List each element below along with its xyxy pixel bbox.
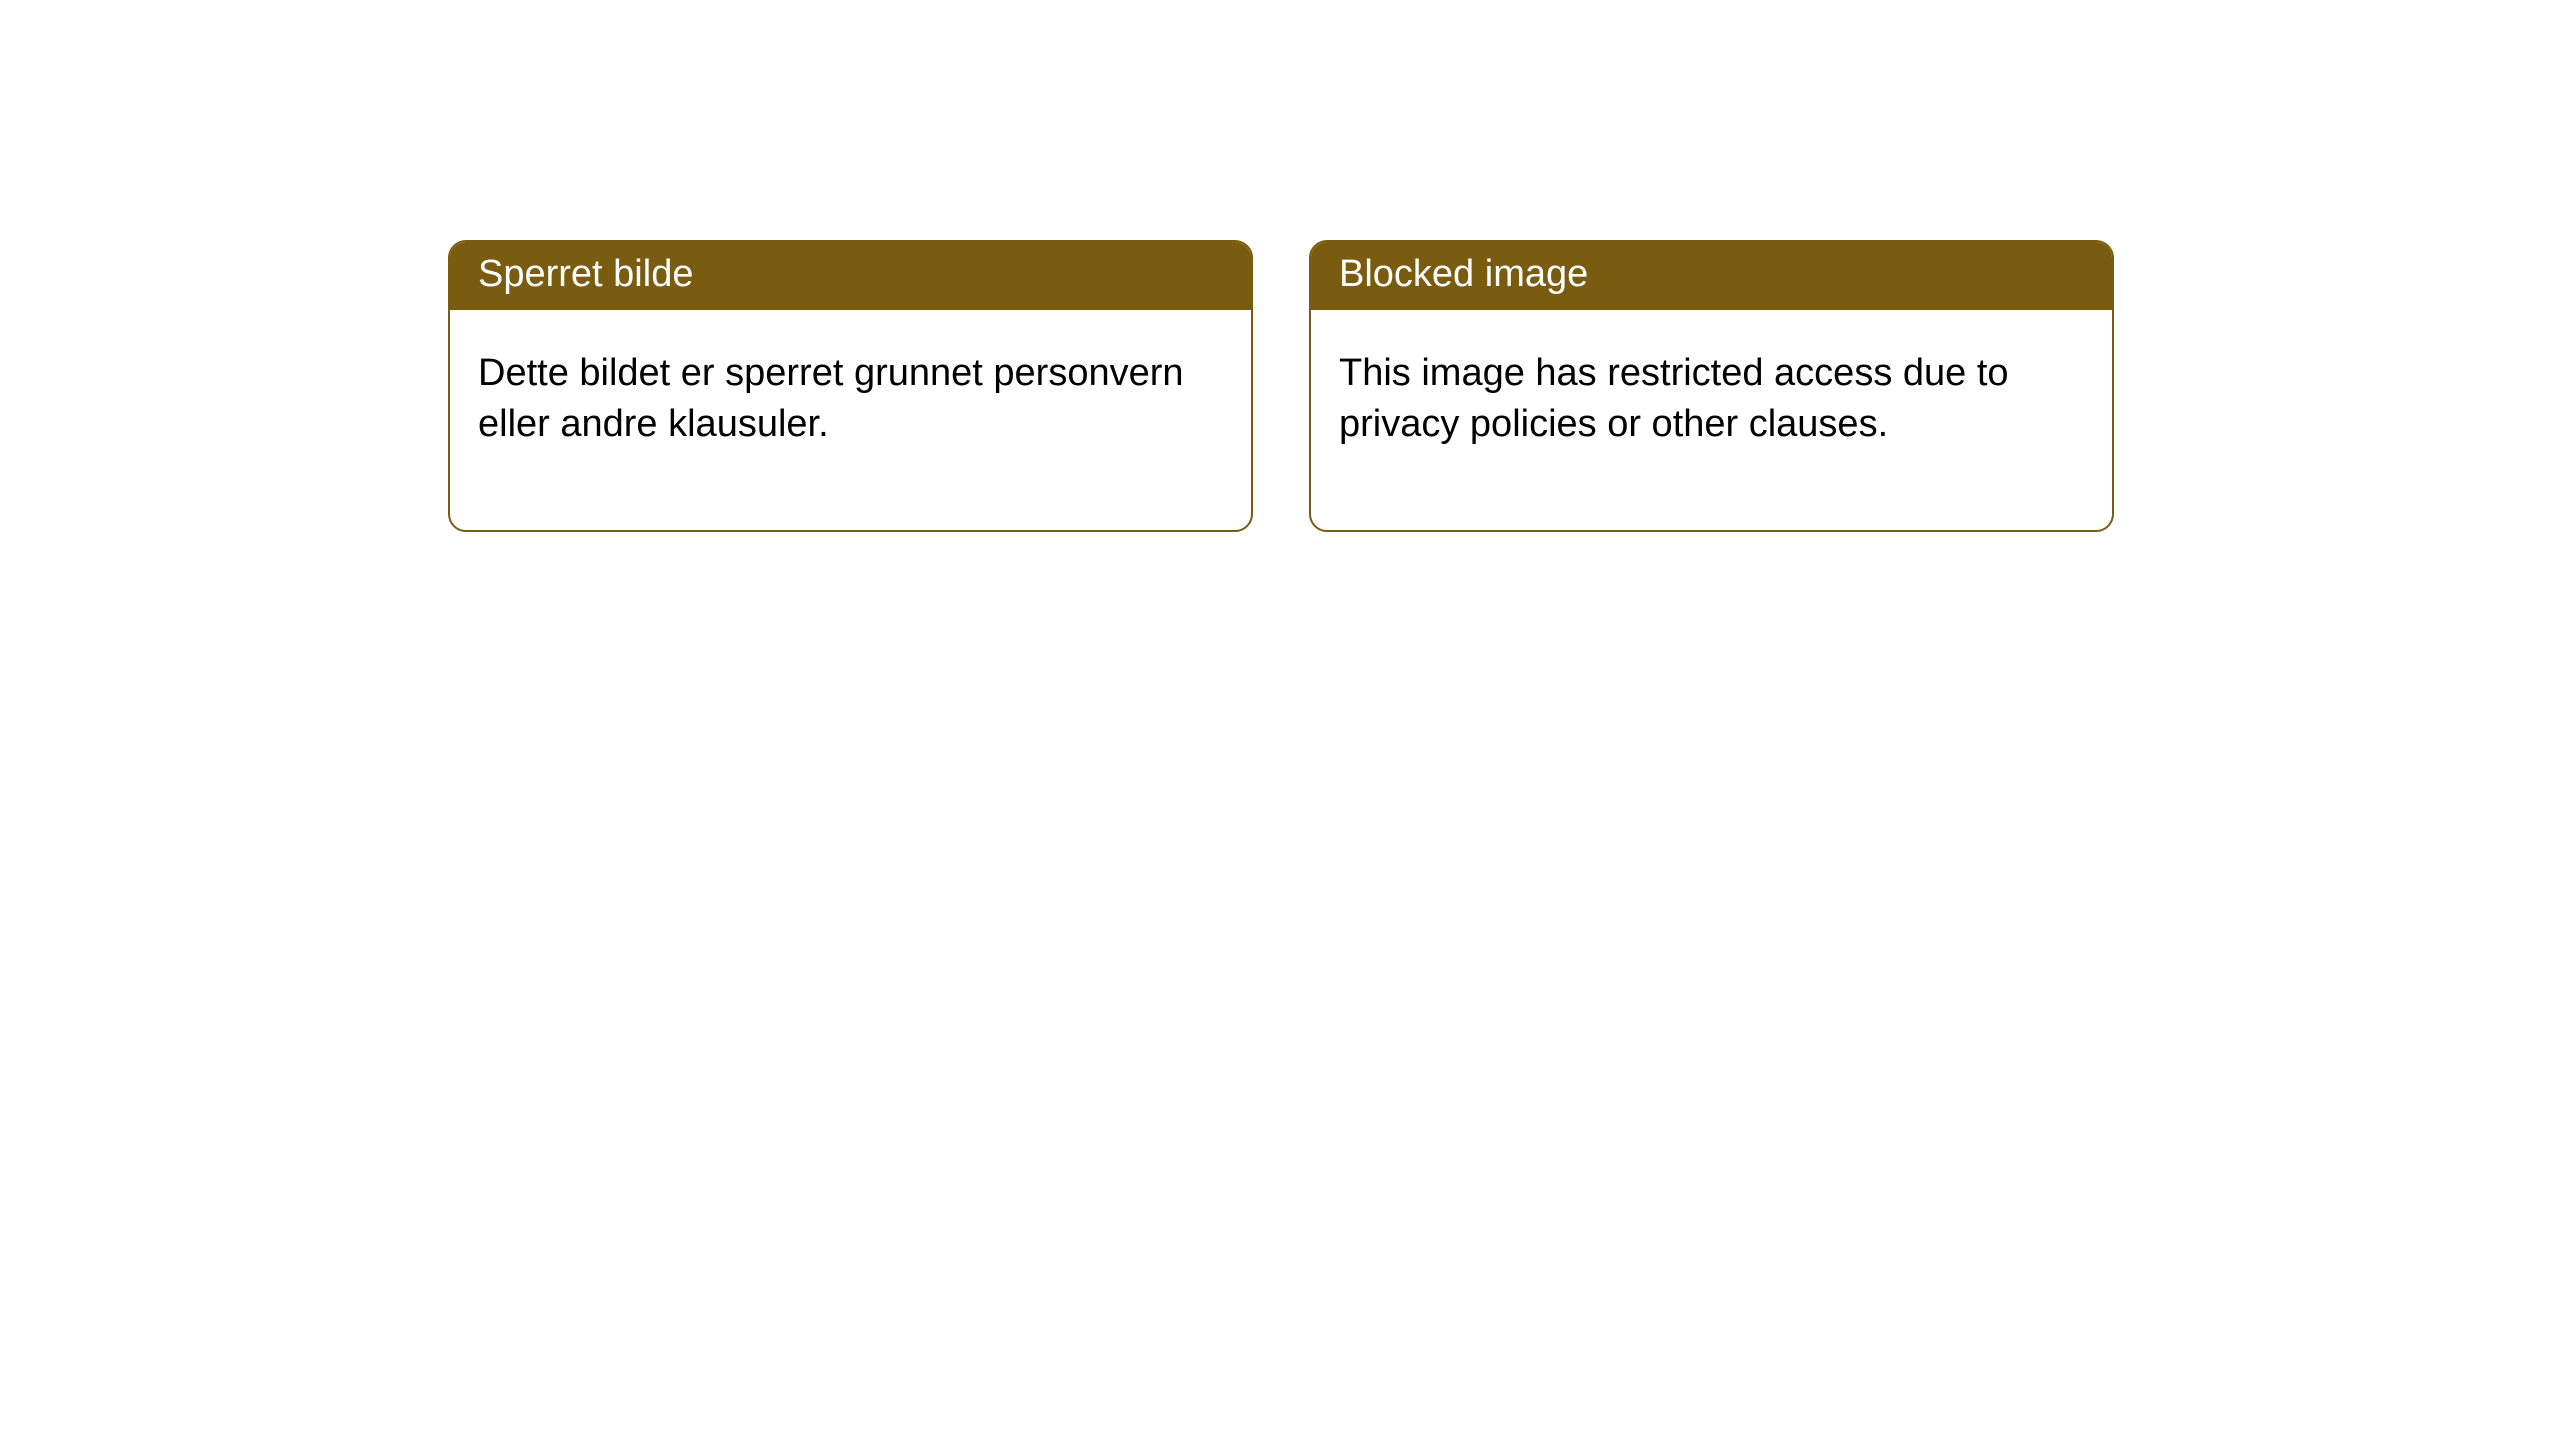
notice-card-norwegian: Sperret bilde Dette bildet er sperret gr… bbox=[448, 240, 1253, 532]
notice-container: Sperret bilde Dette bildet er sperret gr… bbox=[0, 0, 2560, 532]
notice-body-norwegian: Dette bildet er sperret grunnet personve… bbox=[450, 310, 1251, 531]
notice-card-english: Blocked image This image has restricted … bbox=[1309, 240, 2114, 532]
notice-title-english: Blocked image bbox=[1311, 242, 2112, 310]
notice-body-english: This image has restricted access due to … bbox=[1311, 310, 2112, 531]
notice-title-norwegian: Sperret bilde bbox=[450, 242, 1251, 310]
